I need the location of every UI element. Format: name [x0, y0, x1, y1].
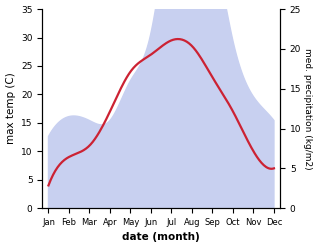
X-axis label: date (month): date (month): [122, 232, 200, 243]
Y-axis label: med. precipitation (kg/m2): med. precipitation (kg/m2): [303, 48, 313, 169]
Y-axis label: max temp (C): max temp (C): [5, 73, 16, 145]
